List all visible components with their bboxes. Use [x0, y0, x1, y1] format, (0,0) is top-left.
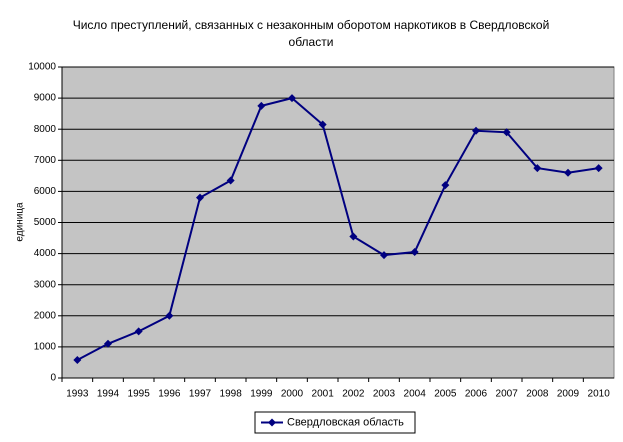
y-tick-label: 8000	[34, 124, 57, 135]
data-point	[288, 94, 296, 103]
x-tick-label: 2006	[465, 389, 488, 400]
y-tick-label: 2000	[34, 310, 57, 321]
data-point	[349, 232, 358, 241]
y-tick-label: 10000	[28, 62, 56, 73]
data-point	[165, 311, 174, 320]
y-tick-label: 3000	[34, 279, 57, 290]
x-tick-label: 2008	[526, 389, 549, 400]
y-tick-label: 5000	[34, 217, 57, 228]
data-point	[533, 164, 542, 173]
data-point	[226, 176, 235, 185]
y-tick-label: 7000	[34, 155, 57, 166]
x-tick-label: 1996	[158, 389, 181, 400]
data-point	[73, 355, 82, 364]
y-tick-label: 0	[50, 373, 56, 384]
data-point	[380, 251, 388, 260]
x-tick-label: 2010	[588, 389, 611, 400]
legend-marker	[268, 418, 276, 427]
x-tick-label: 2005	[434, 389, 457, 400]
x-tick-label: 2002	[342, 389, 365, 400]
series-line	[76, 97, 599, 361]
x-tick-label: 2004	[404, 389, 427, 400]
y-axis-label: единица	[15, 202, 26, 242]
x-tick-label: 1994	[97, 389, 120, 400]
y-tick-label: 4000	[34, 248, 57, 259]
y-tick-label: 1000	[34, 342, 57, 353]
x-tick-label: 2000	[281, 389, 304, 400]
data-point	[318, 120, 327, 129]
data-point	[410, 248, 419, 257]
x-tick-label: 2009	[557, 389, 580, 400]
data-point	[196, 193, 204, 202]
data-point	[104, 339, 112, 348]
chart-title: Число преступлений, связанных с незаконн…	[73, 18, 550, 32]
x-tick-label: 1995	[128, 389, 151, 400]
data-point	[564, 168, 572, 177]
x-tick-label: 1998	[220, 389, 243, 400]
y-tick-label: 6000	[34, 186, 57, 197]
legend-label: Свердловская область	[287, 416, 404, 428]
x-tick-label: 1997	[189, 389, 212, 400]
legend-box	[254, 411, 416, 434]
data-point	[502, 128, 511, 137]
x-tick-label: 1993	[66, 389, 89, 400]
data-point	[594, 164, 603, 173]
chart-title: области	[289, 35, 334, 49]
data-point	[257, 101, 266, 110]
data-point	[441, 181, 450, 190]
x-tick-label: 2007	[496, 389, 519, 400]
data-point	[134, 327, 143, 336]
x-tick-label: 2003	[373, 389, 396, 400]
y-tick-label: 9000	[34, 93, 57, 104]
data-point	[472, 126, 480, 135]
x-tick-label: 1999	[250, 389, 273, 400]
x-tick-label: 2001	[312, 389, 335, 400]
